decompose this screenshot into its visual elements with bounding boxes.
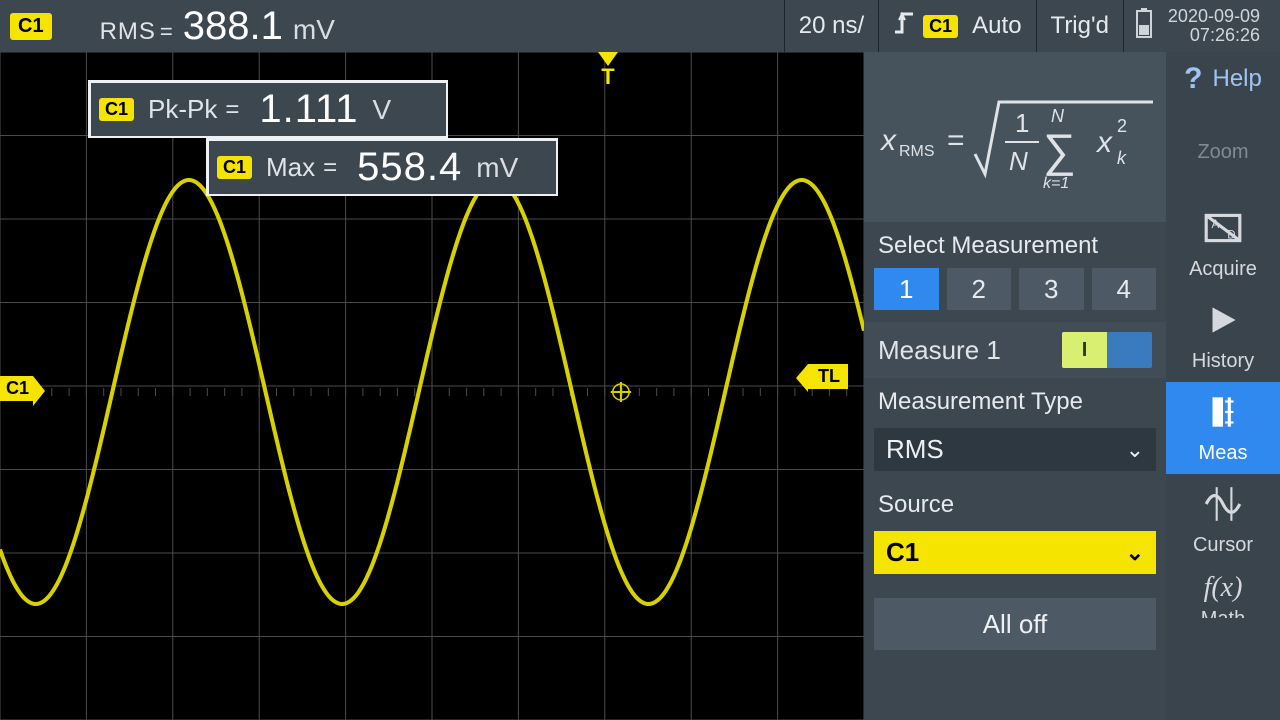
rms-value: 388.1 xyxy=(183,4,283,49)
rms-formula: x RMS = 1 N N ∑ k=1 x xyxy=(864,52,1166,222)
svg-text:2: 2 xyxy=(1117,116,1127,136)
tool-label: Math xyxy=(1201,608,1245,618)
chevron-down-icon: ⌄ xyxy=(1126,540,1144,566)
rms-label: RMS xyxy=(100,18,156,46)
tool-zoom[interactable]: Zoom xyxy=(1166,106,1280,198)
help-icon: ? xyxy=(1184,62,1202,96)
equals-sign: = xyxy=(160,19,173,45)
acquire-icon: AD xyxy=(1202,207,1244,254)
battery-icon xyxy=(1134,7,1154,46)
tool-label: Cursor xyxy=(1193,534,1253,557)
pkpk-unit: V xyxy=(373,94,392,126)
tool-label: Acquire xyxy=(1189,258,1257,281)
measure-row-label: Measure 1 xyxy=(878,335,1001,366)
svg-text:k=1: k=1 xyxy=(1043,175,1069,192)
measurement-type-label: Measurement Type xyxy=(864,378,1166,424)
help-button[interactable]: ? Help xyxy=(1166,52,1280,106)
channel-badge: C1 xyxy=(99,98,134,121)
trigger-position-marker[interactable]: T xyxy=(598,52,618,90)
channel-badge: C1 xyxy=(217,156,252,179)
svg-text:N: N xyxy=(1051,106,1065,126)
measurement-tab-3[interactable]: 3 xyxy=(1019,268,1084,310)
trigger-level-marker[interactable]: TL xyxy=(808,364,848,389)
trigger-channel-badge: C1 xyxy=(923,15,958,38)
tool-acquire[interactable]: AD Acquire xyxy=(1166,198,1280,290)
equals-sign: = xyxy=(225,96,239,124)
tool-history[interactable]: History xyxy=(1166,290,1280,382)
svg-text:k: k xyxy=(1117,148,1127,168)
svg-text:1: 1 xyxy=(1015,108,1029,138)
measurement-panel: x RMS = 1 N N ∑ k=1 x xyxy=(864,52,1166,720)
trigger-status: Trig'd xyxy=(1036,0,1123,52)
max-overlay[interactable]: C1 Max = 558.4 mV xyxy=(206,138,558,196)
math-icon: f(x) xyxy=(1204,572,1243,604)
svg-text:x: x xyxy=(879,124,897,157)
pkpk-overlay[interactable]: C1 Pk-Pk = 1.111 V xyxy=(88,80,448,138)
rms-readout: RMS = 388.1 mV xyxy=(100,4,335,49)
rms-unit: mV xyxy=(293,14,335,46)
history-icon xyxy=(1202,299,1244,346)
right-toolstrip: ? Help Zoom AD Acquire History Meas Cursor f(x… xyxy=(1166,52,1280,720)
tool-cursor[interactable]: Cursor xyxy=(1166,474,1280,566)
svg-text:A: A xyxy=(1211,219,1219,231)
measurement-tabs: 1234 xyxy=(864,268,1166,322)
tool-label: Meas xyxy=(1199,442,1248,465)
trigger-mode: Auto xyxy=(972,12,1021,40)
select-measurement-label: Select Measurement xyxy=(864,222,1166,268)
svg-text:D: D xyxy=(1227,230,1235,242)
equals-sign: = xyxy=(323,154,337,182)
channel-zero-marker[interactable]: C1 xyxy=(0,376,33,401)
waveform-area[interactable]: T C1 TL C1 Pk-Pk = 1.111 V C1 Max = 558.… xyxy=(0,52,864,720)
svg-text:N: N xyxy=(1009,146,1028,176)
toggle-knob: I xyxy=(1062,332,1107,368)
help-label: Help xyxy=(1212,65,1261,93)
channel-badge[interactable]: C1 xyxy=(10,13,52,40)
datetime-display: 2020-09-09 07:26:26 xyxy=(1158,7,1274,45)
trigger-marker-label: T xyxy=(598,64,618,90)
measurement-type-value: RMS xyxy=(886,434,944,465)
max-value: 558.4 xyxy=(357,145,462,190)
tool-meas[interactable]: Meas xyxy=(1166,382,1280,474)
measure-enable-toggle[interactable]: I xyxy=(1062,332,1152,368)
max-label: Max xyxy=(266,152,315,183)
all-off-button[interactable]: All off xyxy=(874,598,1156,650)
trigger-display[interactable]: C1 Auto xyxy=(878,0,1035,52)
svg-text:RMS: RMS xyxy=(899,143,935,160)
svg-text:x: x xyxy=(1095,126,1113,159)
pkpk-value: 1.111 xyxy=(259,87,358,132)
time-text: 07:26:26 xyxy=(1168,26,1260,45)
measurement-tab-1[interactable]: 1 xyxy=(874,268,939,310)
date-text: 2020-09-09 xyxy=(1168,7,1260,26)
pkpk-label: Pk-Pk xyxy=(148,94,217,125)
measurement-type-select[interactable]: RMS ⌄ xyxy=(874,428,1156,471)
source-label: Source xyxy=(864,481,1166,527)
source-select[interactable]: C1 ⌄ xyxy=(874,531,1156,574)
meas-icon xyxy=(1202,391,1244,438)
top-bar: C1 RMS = 388.1 mV 20 ns/ C1 Auto Trig'd xyxy=(0,0,1280,52)
tool-label: History xyxy=(1192,350,1254,373)
timebase-display[interactable]: 20 ns/ xyxy=(784,0,878,52)
cursor-icon xyxy=(1202,483,1244,530)
svg-text:=: = xyxy=(947,124,965,157)
measurement-tab-2[interactable]: 2 xyxy=(947,268,1012,310)
max-unit: mV xyxy=(476,152,518,184)
tool-math[interactable]: f(x) Math xyxy=(1166,566,1280,618)
svg-text:∑: ∑ xyxy=(1043,124,1076,176)
tool-label: Zoom xyxy=(1197,141,1248,164)
measurement-tab-4[interactable]: 4 xyxy=(1092,268,1157,310)
rising-edge-icon xyxy=(893,10,915,43)
source-value: C1 xyxy=(886,537,919,568)
chevron-down-icon: ⌄ xyxy=(1126,437,1144,463)
